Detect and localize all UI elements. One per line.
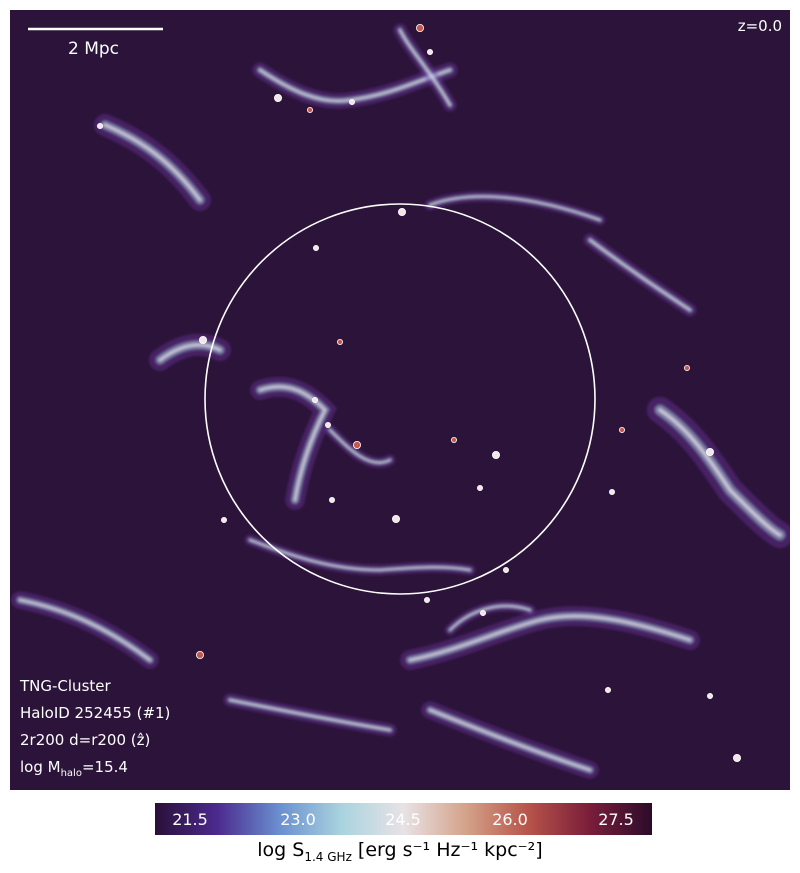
compact-source [198, 335, 207, 344]
halo-mass-prefix: log M [20, 758, 61, 776]
emission-filament [658, 408, 782, 537]
compact-source [324, 421, 331, 428]
compact-sources [97, 23, 742, 763]
emission-structures [11, 23, 790, 779]
compact-source [311, 396, 318, 403]
emission-filament [258, 385, 327, 502]
radio-emission-map: 2 Mpc z=0.0 TNG-Cluster HaloID 252455 (#… [10, 10, 790, 790]
compact-source [312, 244, 319, 251]
emission-filament [249, 539, 471, 571]
compact-source [502, 567, 509, 574]
emission-filament [158, 343, 222, 362]
compact-source [397, 207, 406, 216]
compact-source [348, 99, 355, 106]
compact-source [733, 754, 742, 763]
redshift-label: z=0.0 [737, 17, 782, 35]
compact-source [491, 450, 500, 459]
compact-source [352, 440, 361, 449]
map-canvas [10, 10, 790, 790]
compact-source [609, 488, 616, 495]
compact-source [706, 447, 715, 456]
halo-mass-subscript: halo [60, 768, 82, 779]
compact-source [426, 49, 433, 56]
compact-source [220, 516, 227, 523]
colorbar: 21.5 23.0 24.5 26.0 27.5 [155, 803, 652, 835]
colorbar-label-unit: [erg s⁻¹ Hz⁻¹ kpc⁻²] [351, 839, 543, 861]
compact-source [306, 107, 313, 114]
compact-source [415, 23, 424, 32]
halo-mass-value: =15.4 [81, 758, 128, 776]
emission-filament [329, 429, 391, 464]
compact-source [707, 693, 714, 700]
simulation-name: TNG-Cluster [20, 677, 111, 695]
emission-filament [103, 123, 202, 202]
emission-filament [449, 605, 531, 631]
emission-filament [399, 29, 451, 106]
compact-source [328, 496, 335, 503]
compact-source [684, 364, 691, 371]
compact-source [195, 651, 204, 660]
r200-circle [204, 203, 596, 595]
halo-id: HaloID 252455 (#1) [20, 704, 171, 722]
scale-bar-label: 2 Mpc [68, 39, 120, 59]
colorbar-label-prefix: log S [257, 839, 305, 861]
colorbar-label: log S1.4 GHz [erg s⁻¹ Hz⁻¹ kpc⁻²] [0, 839, 800, 864]
compact-source [476, 484, 483, 491]
halo-mass: log Mhalo=15.4 [20, 758, 128, 779]
colorbar-tick-label: 24.5 [385, 810, 421, 829]
compact-source [479, 610, 486, 617]
emission-filament [589, 239, 691, 311]
compact-source [273, 94, 282, 103]
colorbar-tick-label: 27.5 [598, 810, 634, 829]
colorbar-gradient: 21.5 23.0 24.5 26.0 27.5 [155, 803, 652, 835]
emission-filament [429, 195, 601, 221]
compact-source [97, 123, 104, 130]
colorbar-label-subscript: 1.4 GHz [304, 849, 352, 864]
colorbar-tick-label: 21.5 [172, 810, 208, 829]
compact-source [336, 338, 343, 345]
colorbar-tick-label: 23.0 [280, 810, 316, 829]
compact-source [423, 597, 430, 604]
compact-source [605, 687, 612, 694]
emission-filament [229, 699, 391, 731]
emission-filament [428, 708, 592, 772]
colorbar-tick-label: 26.0 [492, 810, 528, 829]
projection-info: 2r200 d=r200 (ẑ) [20, 731, 151, 749]
compact-source [450, 436, 457, 443]
emission-filament [18, 598, 152, 662]
emission-filament [408, 614, 692, 662]
compact-source [619, 426, 626, 433]
compact-source [391, 514, 400, 523]
